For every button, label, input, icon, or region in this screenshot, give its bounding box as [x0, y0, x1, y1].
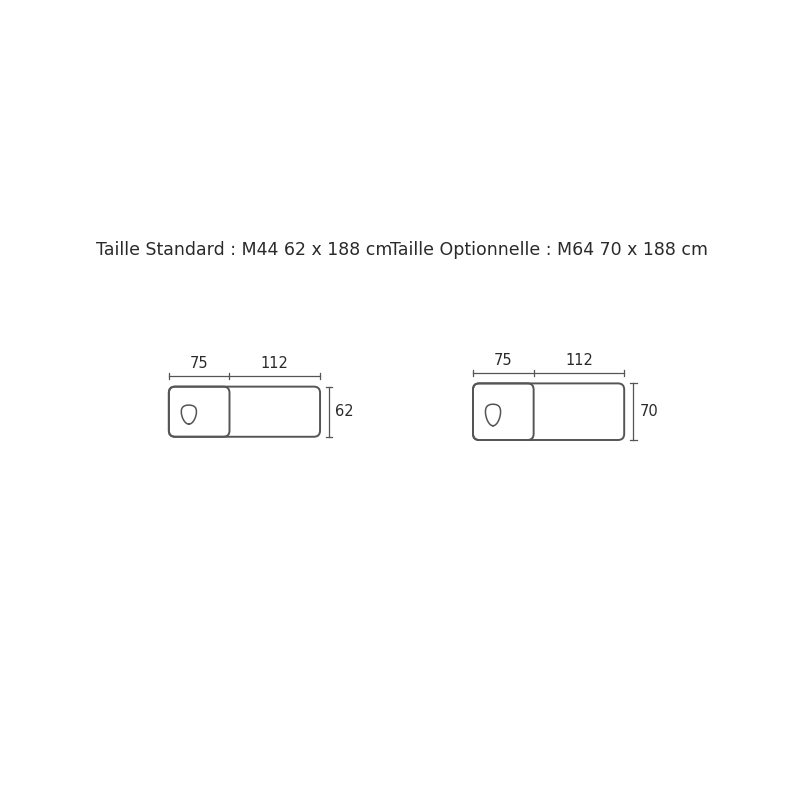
FancyBboxPatch shape — [169, 386, 320, 437]
Text: Taille Standard : M44 62 x 188 cm: Taille Standard : M44 62 x 188 cm — [96, 241, 393, 259]
Text: 62: 62 — [335, 404, 354, 419]
Text: Taille Optionnelle : M64 70 x 188 cm: Taille Optionnelle : M64 70 x 188 cm — [390, 241, 708, 259]
FancyBboxPatch shape — [473, 383, 624, 440]
Text: 75: 75 — [494, 353, 513, 368]
Text: 112: 112 — [261, 356, 289, 371]
Text: 70: 70 — [639, 404, 658, 419]
Text: 75: 75 — [190, 356, 209, 371]
Text: 112: 112 — [565, 353, 593, 368]
